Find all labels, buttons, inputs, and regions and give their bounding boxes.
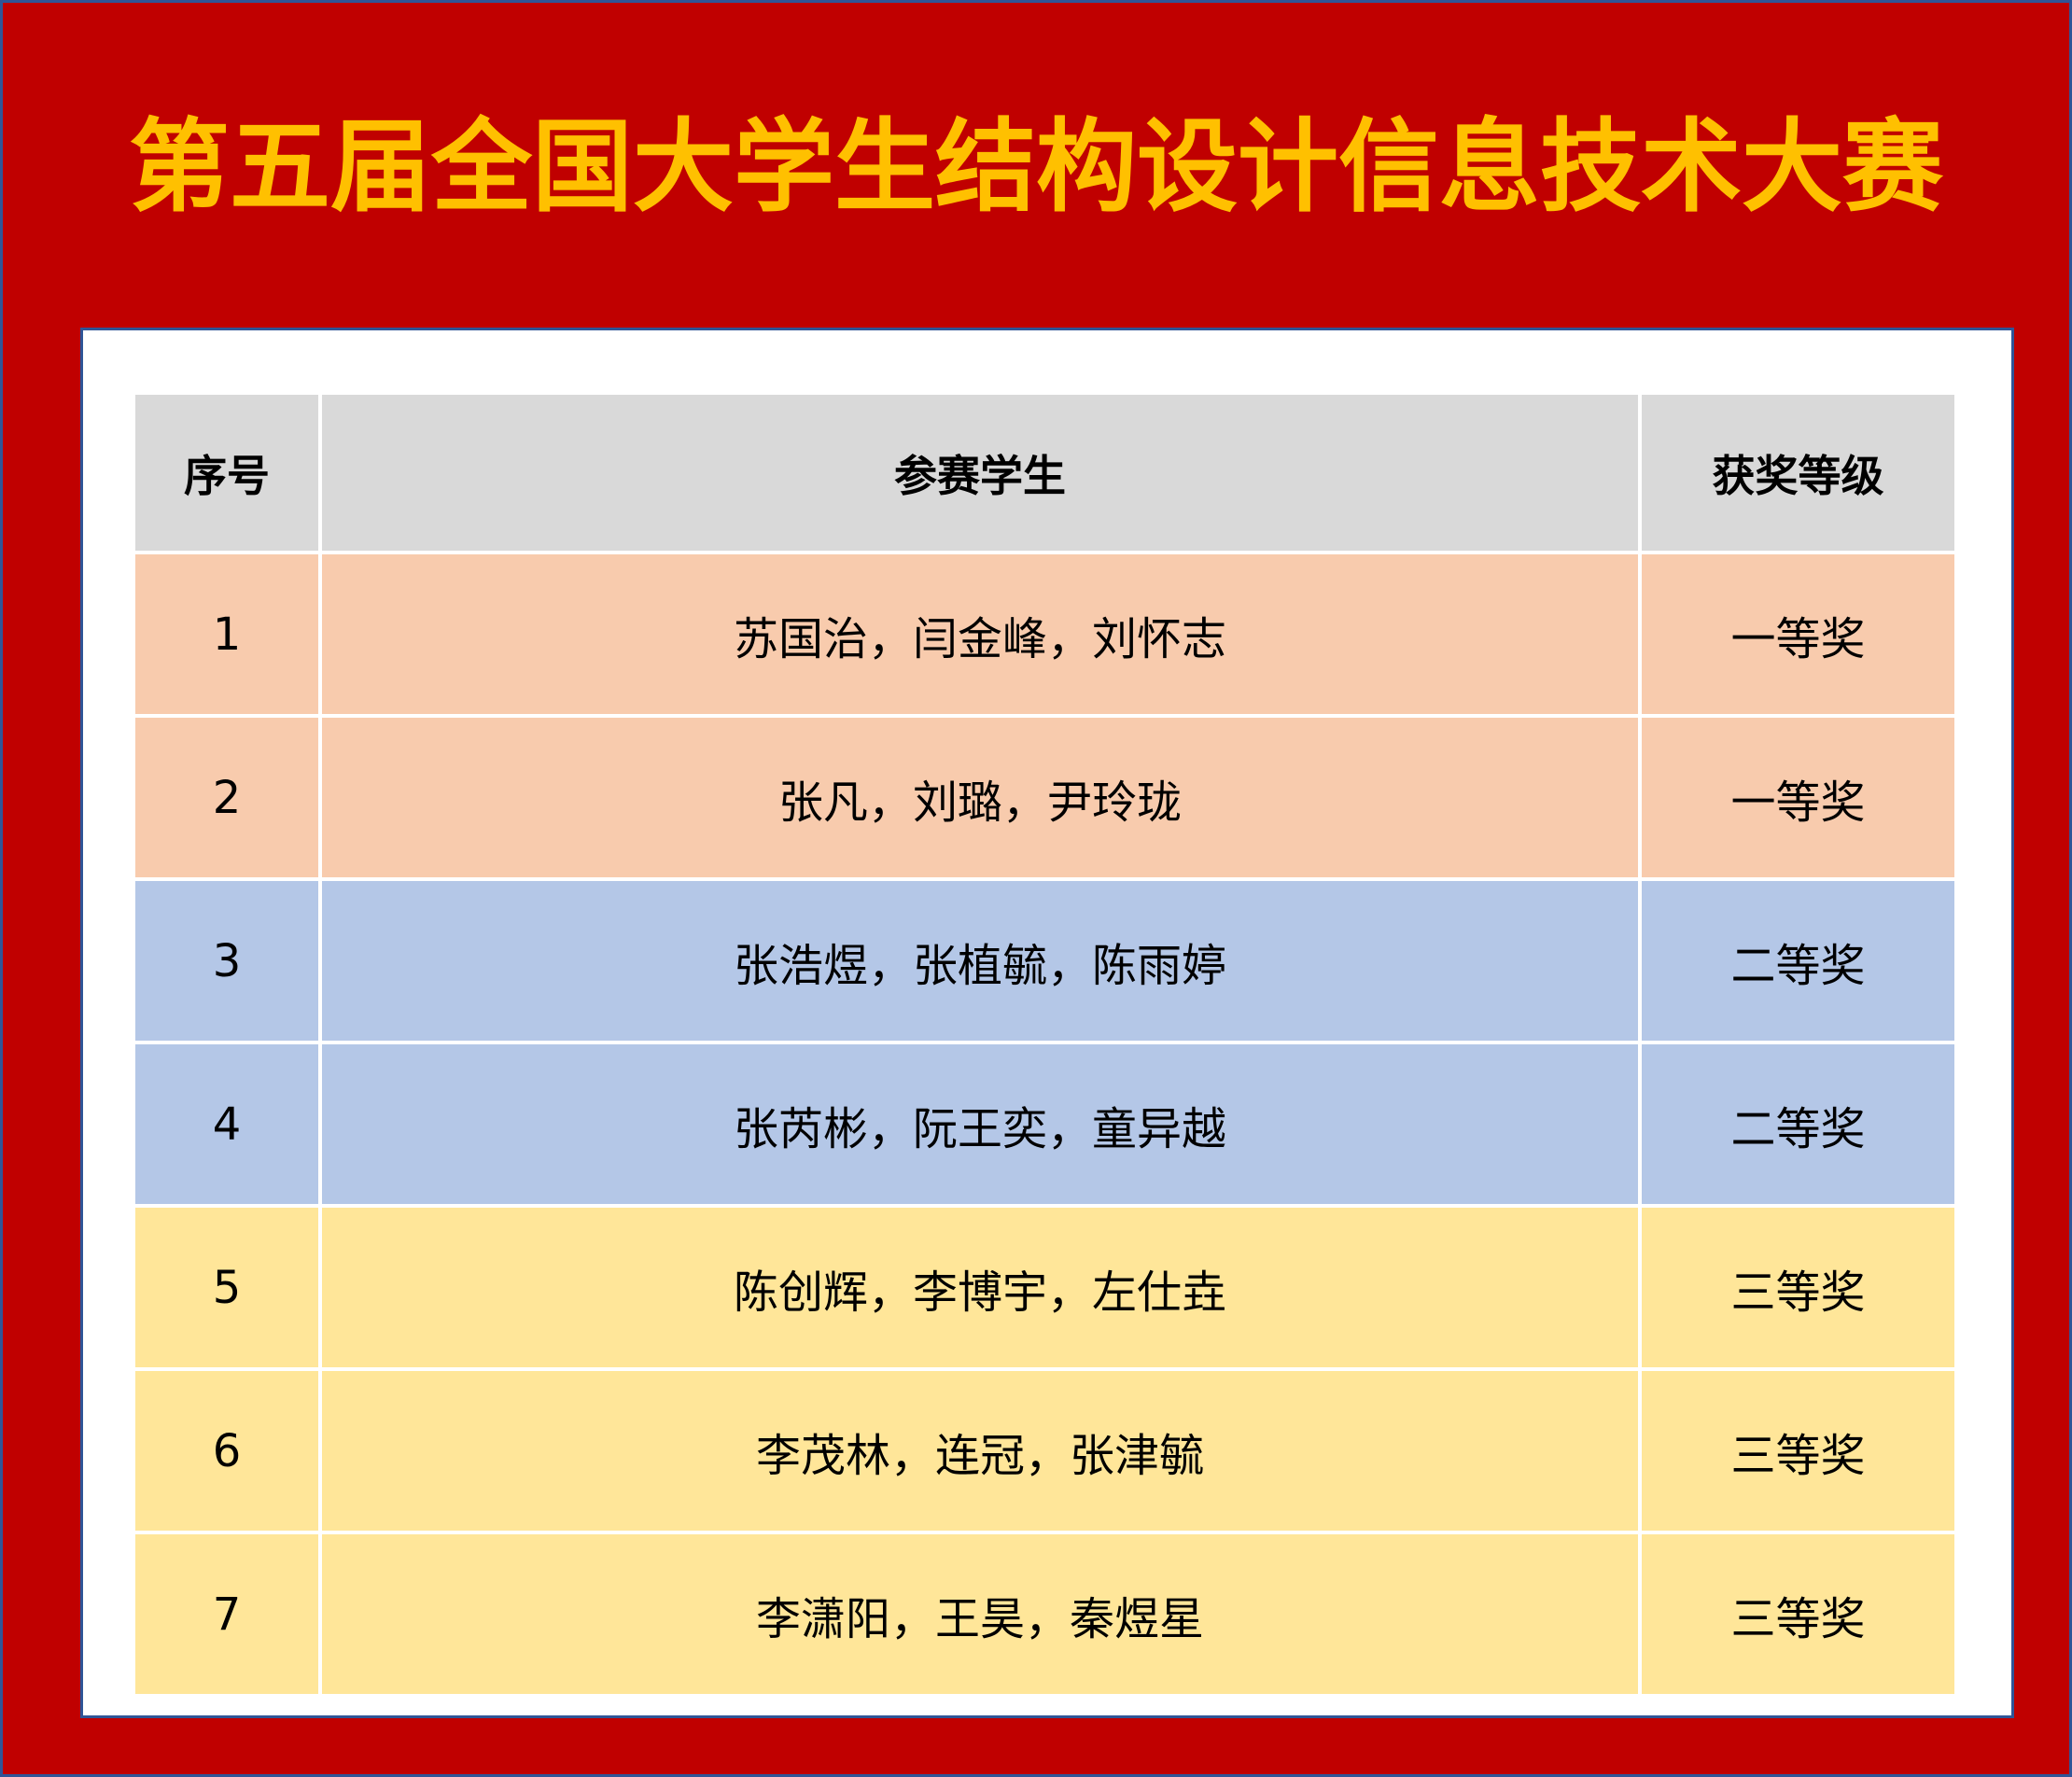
table-cell: 二等奖: [1638, 877, 1958, 1044]
table-cell: 陈创辉，李博宇，左仕垚: [318, 1204, 1642, 1371]
table-cell: 1: [132, 551, 322, 718]
table-cell: 2: [132, 714, 322, 881]
table-row: 4 张芮彬，阮王奕，童异越 二等奖: [132, 1041, 1958, 1208]
table-cell: 4: [132, 1041, 322, 1208]
table-cell: 李茂林，连冠，张津毓: [318, 1367, 1642, 1534]
table-cell: 李潇阳，王昊，秦煜星: [318, 1531, 1642, 1698]
title: 第五届全国大学生结构设计信息技术大赛: [128, 109, 1943, 226]
table-cell: 张凡，刘璐，尹玲珑: [318, 714, 1642, 881]
table-cell: 3: [132, 877, 322, 1044]
table-row: 1 苏国治，闫金峰，刘怀志 一等奖: [132, 551, 1958, 718]
table-cell: 一等奖: [1638, 551, 1958, 718]
table-cell: 三等奖: [1638, 1531, 1958, 1698]
table-row: 2 张凡，刘璐，尹玲珑 一等奖: [132, 714, 1958, 881]
header-row: 序号 参赛学生 获奖等级: [132, 391, 1958, 554]
table-cell: 7: [132, 1531, 322, 1698]
table-cell: 三等奖: [1638, 1367, 1958, 1534]
table-cell: 二等奖: [1638, 1041, 1958, 1208]
award-table: 序号 参赛学生 获奖等级 1 苏国治，闫金峰，刘怀志 一等奖 2 张凡，刘璐，尹玲珑 一等奖 3…: [132, 391, 1958, 1698]
header-cell: 参赛学生: [318, 391, 1642, 554]
table-row: 3 张浩煜，张植毓，陈雨婷 二等奖: [132, 877, 1958, 1044]
table-cell: 5: [132, 1204, 322, 1371]
table-cell: 6: [132, 1367, 322, 1534]
header-cell: 获奖等级: [1638, 391, 1958, 554]
table-cell: 张浩煜，张植毓，陈雨婷: [318, 877, 1642, 1044]
table-cell: 苏国治，闫金峰，刘怀志: [318, 551, 1642, 718]
table-row: 5 陈创辉，李博宇，左仕垚 三等奖: [132, 1204, 1958, 1371]
table-row: 6 李茂林，连冠，张津毓 三等奖: [132, 1367, 1958, 1534]
table-row: 7 李潇阳，王昊，秦煜星 三等奖: [132, 1531, 1958, 1698]
table-cell: 三等奖: [1638, 1204, 1958, 1371]
header-cell: 序号: [132, 391, 322, 554]
panel: 序号 参赛学生 获奖等级 1 苏国治，闫金峰，刘怀志 一等奖 2 张凡，刘璐，尹玲珑 一等奖 3…: [80, 328, 2014, 1718]
table-cell: 张芮彬，阮王奕，童异越: [318, 1041, 1642, 1208]
table-cell: 一等奖: [1638, 714, 1958, 881]
